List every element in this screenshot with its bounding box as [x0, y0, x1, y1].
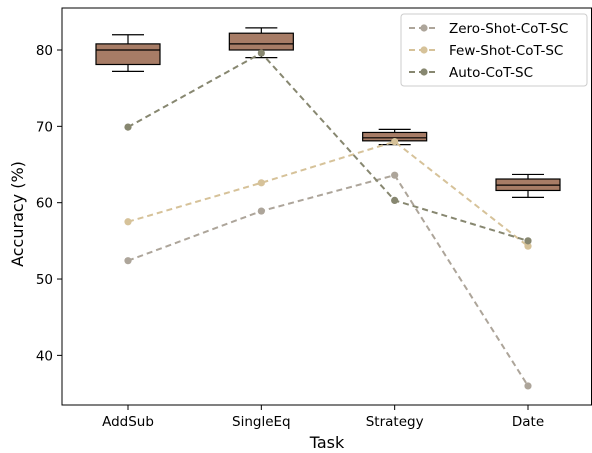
- point-few-shot-cot-sc-singleeq: [257, 179, 265, 187]
- legend: Zero-Shot-CoT-SC Few-Shot-CoT-SC Auto-CoT-…: [400, 13, 588, 87]
- legend-label-auto-cot-sc: Auto-CoT-SC: [449, 65, 533, 81]
- legend-label-zero-shot-cot-sc: Zero-Shot-CoT-SC: [449, 21, 568, 37]
- point-auto-cot-sc-date: [524, 237, 532, 245]
- x-tick-label-singleeq: SingleEq: [232, 414, 291, 430]
- x-tick-label-date: Date: [512, 414, 544, 430]
- point-zero-shot-cot-sc-singleeq: [257, 207, 265, 215]
- box-singleeq: [228, 32, 294, 51]
- legend-label-few-shot-cot-sc: Few-Shot-CoT-SC: [449, 43, 563, 59]
- y-tick-label-50: 50: [36, 272, 53, 288]
- x-tick-label-addsub: AddSub: [102, 414, 154, 430]
- x-tick-label-strategy: Strategy: [366, 414, 424, 430]
- y-tick-label-70: 70: [36, 119, 53, 135]
- lines-layer: [124, 49, 532, 390]
- point-few-shot-cot-sc-date: [524, 242, 532, 250]
- box-addsub: [95, 43, 161, 66]
- point-zero-shot-cot-sc-addsub: [124, 257, 132, 265]
- legend-marker-zero-shot-cot-sc: [420, 24, 428, 32]
- y-tick-label-80: 80: [36, 43, 53, 59]
- point-auto-cot-sc-singleeq: [257, 49, 265, 57]
- point-few-shot-cot-sc-strategy: [391, 138, 399, 146]
- legend-marker-few-shot-cot-sc: [420, 46, 428, 54]
- y-tick-label-40: 40: [36, 348, 53, 364]
- y-axis-title: Accuracy (%): [8, 161, 27, 267]
- legend-marker-auto-cot-sc: [420, 68, 428, 76]
- legend-box: [400, 13, 588, 87]
- series-line-few-shot-cot-sc: [127, 140, 529, 247]
- x-axis-title: Task: [309, 433, 345, 452]
- point-auto-cot-sc-strategy: [391, 196, 399, 204]
- series-line-auto-cot-sc: [127, 51, 529, 242]
- boxes-layer: [95, 27, 561, 198]
- point-auto-cot-sc-addsub: [124, 123, 132, 131]
- y-tick-label-60: 60: [36, 196, 53, 212]
- point-zero-shot-cot-sc-date: [524, 382, 532, 390]
- series-line-zero-shot-cot-sc: [127, 174, 529, 387]
- point-zero-shot-cot-sc-strategy: [391, 171, 399, 179]
- point-few-shot-cot-sc-addsub: [124, 218, 132, 226]
